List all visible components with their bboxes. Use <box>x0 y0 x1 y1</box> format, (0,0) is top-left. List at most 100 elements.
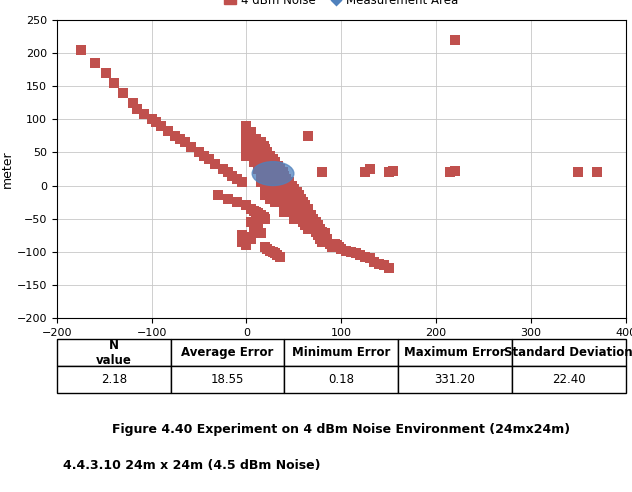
Point <box>241 122 252 130</box>
Point <box>265 195 276 203</box>
Point <box>303 205 313 213</box>
Point <box>268 155 278 163</box>
Point <box>179 138 190 146</box>
Point <box>251 155 261 163</box>
Point <box>274 185 284 193</box>
Point <box>284 178 294 186</box>
Point <box>236 178 246 186</box>
Point <box>265 172 276 180</box>
Point <box>293 198 303 206</box>
Point <box>388 167 398 175</box>
Point <box>268 248 278 256</box>
Point <box>277 168 288 176</box>
Point <box>279 208 289 216</box>
Point <box>274 175 284 183</box>
Point <box>296 205 307 213</box>
Point <box>379 261 389 269</box>
Point <box>251 227 261 235</box>
Point <box>281 175 291 183</box>
Point <box>279 172 289 180</box>
Point <box>255 178 265 186</box>
Point <box>300 202 310 210</box>
Point <box>365 165 375 173</box>
Point <box>198 152 209 159</box>
Point <box>270 168 280 176</box>
Point <box>260 175 270 183</box>
Point <box>258 152 269 159</box>
Point <box>279 195 289 203</box>
Point <box>277 191 288 199</box>
X-axis label: meter: meter <box>320 339 362 352</box>
Point <box>274 191 284 199</box>
Ellipse shape <box>252 162 294 185</box>
Point <box>246 138 257 146</box>
Point <box>249 158 259 166</box>
Point <box>268 175 278 183</box>
Point <box>293 208 303 216</box>
Point <box>241 152 252 159</box>
Point <box>270 198 280 206</box>
Point <box>303 215 313 222</box>
Point <box>228 172 238 180</box>
Point <box>289 215 299 222</box>
Point <box>249 225 259 233</box>
Point <box>213 191 223 199</box>
Point <box>232 198 242 206</box>
Point <box>128 99 138 107</box>
Point <box>293 191 303 199</box>
Point <box>284 185 294 193</box>
Point <box>253 210 263 217</box>
Point <box>315 225 325 233</box>
Point <box>279 182 289 189</box>
Point <box>592 168 602 176</box>
Point <box>360 168 370 176</box>
Point <box>450 35 460 43</box>
Point <box>273 188 283 196</box>
Point <box>253 223 263 231</box>
Point <box>346 248 356 256</box>
Point <box>258 214 269 221</box>
Point <box>274 165 284 173</box>
Point <box>272 251 282 259</box>
Point <box>384 168 394 176</box>
Point <box>374 260 384 268</box>
Point <box>325 240 335 248</box>
Point <box>147 115 157 123</box>
Point <box>258 178 269 186</box>
Point <box>327 243 337 250</box>
Point <box>101 69 111 77</box>
Point <box>306 221 316 229</box>
Point <box>249 220 259 228</box>
Point <box>260 215 270 222</box>
Point <box>279 202 289 210</box>
Point <box>287 205 297 213</box>
Point <box>317 228 327 236</box>
Point <box>298 198 308 206</box>
Point <box>284 208 294 216</box>
Point <box>270 185 280 193</box>
Point <box>573 168 583 176</box>
Point <box>274 195 284 203</box>
Point <box>246 218 257 226</box>
Point <box>265 246 276 254</box>
Point <box>262 168 272 176</box>
Point <box>300 212 310 219</box>
Y-axis label: meter: meter <box>1 150 14 188</box>
Point <box>450 167 460 175</box>
Point <box>232 175 242 183</box>
Point <box>241 241 252 249</box>
Point <box>260 165 270 173</box>
Point <box>255 149 265 156</box>
Point <box>296 195 307 203</box>
Point <box>260 145 270 153</box>
Point <box>310 218 320 226</box>
Point <box>322 235 332 243</box>
Point <box>281 191 291 199</box>
Point <box>246 149 257 156</box>
Point <box>308 225 318 233</box>
Point <box>265 182 276 189</box>
Point <box>268 185 278 193</box>
Point <box>75 46 85 54</box>
Point <box>308 215 318 222</box>
Point <box>334 243 344 250</box>
